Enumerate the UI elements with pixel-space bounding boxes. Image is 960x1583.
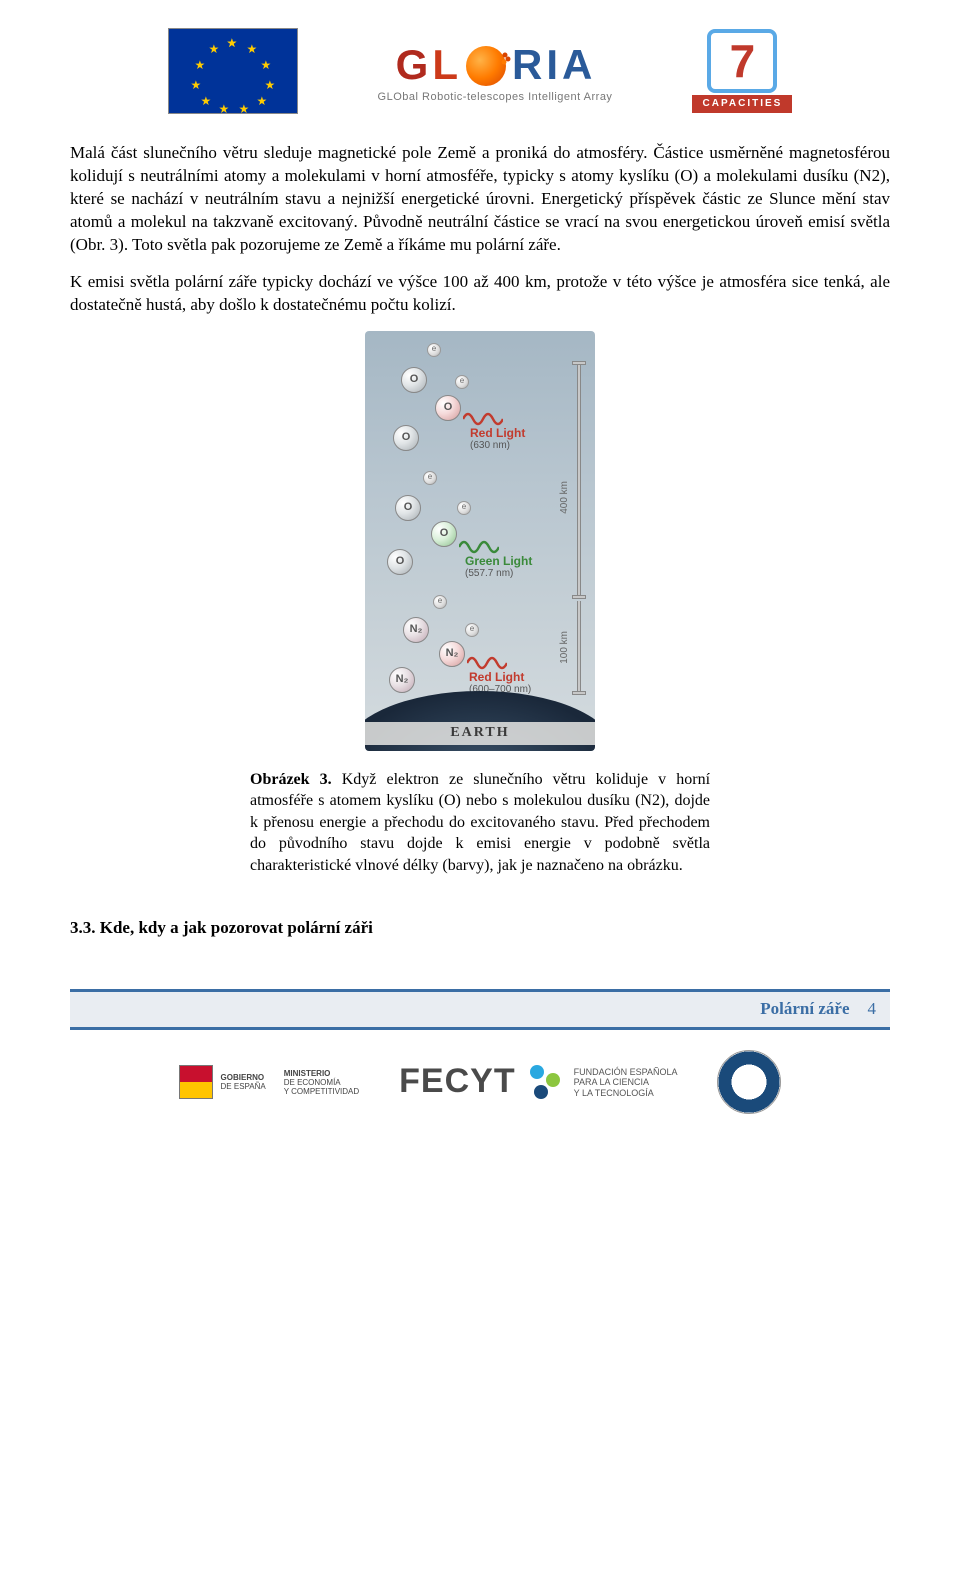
- fp7-digit: 7: [707, 29, 777, 93]
- sun-icon: [466, 46, 506, 86]
- eu-flag-icon: ★ ★ ★ ★ ★ ★ ★ ★ ★ ★ ★ ★: [168, 28, 298, 114]
- gobierno-espana-logo: GOBIERNO DE ESPAÑA MINISTERIO DE ECONOMÍ…: [179, 1065, 360, 1099]
- oxygen-atom-icon: O: [401, 367, 427, 393]
- fp7-logo: 7 CAPACITIES: [692, 29, 792, 113]
- earth-label: EARTH: [365, 722, 595, 745]
- oxygen-atom-icon: O: [393, 425, 419, 451]
- gloria-letter: R: [512, 37, 544, 94]
- gloria-letter: I: [546, 37, 560, 94]
- spain-crest-icon: [179, 1065, 213, 1099]
- emission-label-green: Green Light (557.7 nm): [465, 555, 532, 579]
- gob-line2: DE ESPAÑA: [221, 1082, 266, 1091]
- gloria-letter: G: [396, 37, 431, 94]
- body-paragraph-1: Malá část slunečního větru sleduje magne…: [70, 142, 890, 257]
- electron-icon: e: [455, 375, 469, 389]
- fecyt-logo: FECYT FUNDACIÓN ESPAÑOLA PARA LA CIENCIA…: [399, 1059, 677, 1105]
- gob-line1: GOBIERNO: [221, 1073, 266, 1082]
- min-line2: DE ECONOMÍA: [284, 1078, 341, 1087]
- nitrogen-molecule-icon: N₂: [389, 667, 415, 693]
- page-footer-bar: Polární záře 4: [70, 989, 890, 1030]
- nitrogen-molecule-icon: N₂: [403, 617, 429, 643]
- oxygen-atom-icon: O: [387, 549, 413, 575]
- fecyt-sub3: Y LA TECNOLOGÍA: [574, 1088, 678, 1098]
- electron-icon: e: [465, 623, 479, 637]
- footer-doc-title: Polární záře: [760, 998, 849, 1021]
- nitrogen-excited-icon: N₂: [439, 641, 465, 667]
- gloria-logo: G L R I A GLObal Robotic-telescopes Inte…: [378, 37, 613, 105]
- iac-logo-icon: [717, 1050, 781, 1114]
- fp7-label: CAPACITIES: [692, 95, 792, 113]
- body-paragraph-2: K emisi světla polární záře typicky doch…: [70, 271, 890, 317]
- electron-icon: e: [433, 595, 447, 609]
- footer-page-number: 4: [868, 998, 877, 1021]
- gloria-letter: A: [562, 37, 594, 94]
- section-heading-3-3: 3.3. Kde, kdy a jak pozorovat polární zá…: [70, 917, 890, 940]
- scale-label-100km: 100 km: [558, 631, 572, 664]
- emission-label-red-630: Red Light (630 nm): [470, 427, 525, 451]
- figure-3-container: e O e O O Red Light (630 nm) e O e O O G…: [70, 331, 890, 751]
- min-line3: Y COMPETITIVIDAD: [284, 1087, 359, 1096]
- electron-icon: e: [457, 501, 471, 515]
- gloria-subtitle: GLObal Robotic-telescopes Intelligent Ar…: [378, 90, 613, 105]
- figure-3-caption: Obrázek 3. Když elektron ze slunečního v…: [250, 769, 710, 877]
- fecyt-word: FECYT: [399, 1059, 515, 1105]
- oxygen-excited-icon: O: [431, 521, 457, 547]
- altitude-scale: [575, 361, 585, 701]
- min-line1: MINISTERIO: [284, 1069, 359, 1078]
- fecyt-dots-icon: [526, 1063, 564, 1101]
- gloria-letter: L: [432, 37, 460, 94]
- figure-3-diagram: e O e O O Red Light (630 nm) e O e O O G…: [365, 331, 595, 751]
- scale-label-400km: 400 km: [558, 481, 572, 514]
- figure-caption-bold: Obrázek 3.: [250, 771, 332, 788]
- bottom-logo-row: GOBIERNO DE ESPAÑA MINISTERIO DE ECONOMÍ…: [70, 1030, 890, 1124]
- fecyt-sub2: PARA LA CIENCIA: [574, 1077, 678, 1087]
- electron-icon: e: [427, 343, 441, 357]
- electron-icon: e: [423, 471, 437, 485]
- fecyt-sub1: FUNDACIÓN ESPAÑOLA: [574, 1067, 678, 1077]
- oxygen-excited-icon: O: [435, 395, 461, 421]
- oxygen-atom-icon: O: [395, 495, 421, 521]
- header-logo-row: ★ ★ ★ ★ ★ ★ ★ ★ ★ ★ ★ ★ G L R I A GLObal…: [70, 20, 890, 132]
